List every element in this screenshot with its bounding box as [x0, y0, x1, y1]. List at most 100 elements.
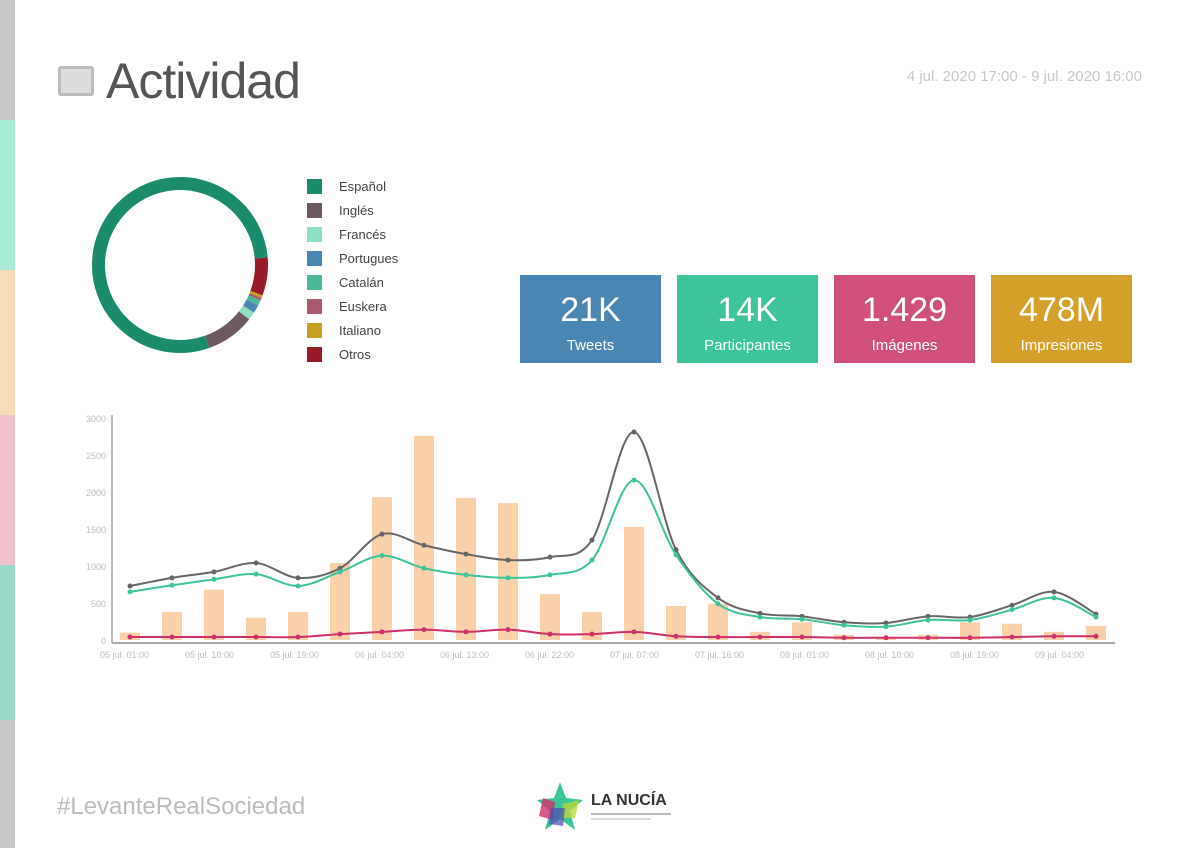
- bar: [330, 563, 350, 640]
- series-point: [253, 560, 259, 566]
- x-tick-label: 08 jul. 10:00: [865, 650, 914, 660]
- series-point: [799, 616, 805, 622]
- series-point: [379, 553, 385, 559]
- legend-item: Euskera: [307, 294, 398, 318]
- series-point: [169, 634, 175, 640]
- donut-slice: [246, 295, 261, 306]
- legend-swatch: [307, 202, 322, 218]
- legend-label: Catalán: [339, 274, 384, 290]
- series-point: [211, 576, 217, 582]
- legend-swatch: [307, 274, 322, 290]
- series-point: [673, 552, 679, 558]
- legend-label: Inglés: [339, 202, 374, 218]
- bar: [456, 497, 476, 640]
- legend-swatch: [307, 250, 322, 266]
- series-point: [379, 629, 385, 635]
- stat-label: Participantes: [704, 337, 791, 354]
- series-point: [211, 634, 217, 640]
- series-point: [925, 613, 931, 619]
- legend-swatch: [307, 322, 322, 338]
- legend-item: Portugues: [307, 246, 398, 270]
- stat-value: 21K: [560, 291, 621, 329]
- legend-item: Italiano: [307, 318, 398, 342]
- side-strip-segment: [0, 270, 15, 415]
- series-point: [547, 631, 553, 637]
- series-point: [757, 610, 763, 616]
- legend-label: Euskera: [339, 298, 387, 314]
- series-point: [715, 595, 721, 601]
- series-point: [295, 575, 301, 581]
- x-tick-label: 05 jul. 10:00: [185, 650, 234, 660]
- hashtag: #LevanteRealSociedad: [57, 793, 306, 820]
- series-point: [631, 629, 637, 635]
- x-tick-label: 08 jul. 19:00: [950, 650, 999, 660]
- series-line: [129, 479, 1097, 628]
- series-point: [1093, 614, 1099, 620]
- bar: [246, 617, 266, 640]
- bar: [414, 435, 434, 640]
- stat-label: Imágenes: [871, 337, 938, 354]
- series-point: [841, 635, 847, 641]
- stats-cards: 21K Tweets 14K Participantes 1.429 Imágenes 47…: [520, 275, 1132, 363]
- series-point: [589, 631, 595, 637]
- x-tick-label: 05 jul. 19:00: [270, 650, 319, 660]
- y-tick-label: 3000: [86, 414, 106, 424]
- series-point: [169, 582, 175, 588]
- stat-value: 1.429: [861, 291, 948, 329]
- side-strip-segment: [0, 120, 15, 270]
- stat-card-impresiones: 478M Impresiones: [991, 275, 1132, 363]
- series-point: [883, 620, 889, 626]
- series-point: [757, 614, 763, 620]
- side-strip-segment: [0, 565, 15, 720]
- series-point: [127, 583, 133, 589]
- legend-label: Portugues: [339, 250, 399, 266]
- bar: [666, 605, 686, 640]
- legend-swatch: [307, 346, 322, 362]
- stat-card-imágenes: 1.429 Imágenes: [834, 275, 975, 363]
- x-tick-label: 09 jul. 04:00: [1035, 650, 1084, 660]
- y-tick-label: 2000: [86, 488, 106, 498]
- series-point: [841, 622, 847, 628]
- series-point: [421, 627, 427, 633]
- date-range: 4 jul. 2020 17:00 - 9 jul. 2020 16:00: [906, 68, 1142, 85]
- series-point: [1051, 589, 1057, 595]
- x-tick-label: 06 jul. 13:00: [440, 650, 489, 660]
- series-point: [1051, 633, 1057, 639]
- x-tick-label: 05 jul. 01:00: [100, 650, 149, 660]
- series-point: [589, 557, 595, 563]
- legend-item: Español: [307, 174, 398, 198]
- y-tick-label: 2500: [86, 451, 106, 461]
- x-tick-label: 07 jul. 07:00: [610, 650, 659, 660]
- series-line: [129, 431, 1097, 625]
- series-point: [421, 565, 427, 571]
- series-point: [505, 557, 511, 563]
- series-point: [883, 635, 889, 641]
- bar: [162, 611, 182, 640]
- logo-text: LA NUCÍA: [591, 792, 667, 809]
- bar: [1002, 623, 1022, 640]
- side-strip-segment: [0, 720, 15, 848]
- series-point: [925, 617, 931, 623]
- series-point: [253, 634, 259, 640]
- series-point: [715, 634, 721, 640]
- series-point: [505, 575, 511, 581]
- x-tick-label: 06 jul. 22:00: [525, 650, 574, 660]
- y-tick-label: 0: [101, 636, 106, 646]
- series-point: [1009, 602, 1015, 608]
- series-point: [631, 429, 637, 435]
- legend-label: Italiano: [339, 322, 381, 338]
- bar: [960, 622, 980, 640]
- stat-value: 14K: [717, 291, 778, 329]
- activity-chart: 3000 2500 2000 1500 1000 500 0 05 jul. 01:00 05 …: [86, 414, 1115, 660]
- bar: [792, 622, 812, 640]
- series-point: [883, 624, 889, 630]
- series-point: [547, 554, 553, 560]
- language-donut-chart: [92, 177, 268, 353]
- bar: [372, 497, 392, 640]
- x-tick-label: 07 jul. 16:00: [695, 650, 744, 660]
- series-line: [130, 628, 1097, 639]
- side-strip-segment: [0, 415, 15, 565]
- series-point: [757, 634, 763, 640]
- series-point: [799, 634, 805, 640]
- y-tick-label: 1000: [86, 562, 106, 572]
